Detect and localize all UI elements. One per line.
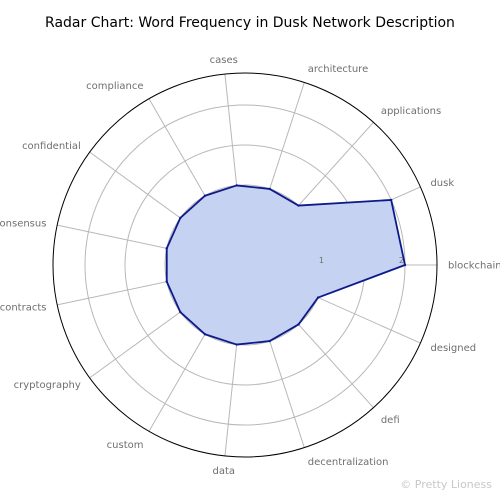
axis-label-cases: cases xyxy=(210,55,238,66)
axis-label-data: data xyxy=(213,466,236,477)
axis-label-contracts: contracts xyxy=(0,303,46,314)
point-contracts xyxy=(165,280,168,283)
axis-label-confidential: confidential xyxy=(22,141,81,152)
point-architecture xyxy=(268,187,271,191)
axis-label-dusk: dusk xyxy=(430,178,454,189)
point-decentralization xyxy=(268,339,271,343)
point-cryptography xyxy=(179,310,182,314)
point-confidential xyxy=(179,216,182,220)
axis-label-decentralization: decentralization xyxy=(308,457,389,468)
point-designed xyxy=(316,296,320,299)
watermark: © Pretty Lioness xyxy=(400,478,492,491)
axis-label-compliance: compliance xyxy=(86,81,143,92)
axis-label-custom: custom xyxy=(107,440,144,451)
point-cases xyxy=(235,184,238,187)
point-blockchain xyxy=(403,263,407,267)
axis-label-defi: defi xyxy=(381,415,400,426)
point-dusk xyxy=(389,198,393,202)
radar-axis-labels: blockchain dusk applications architecture ca… xyxy=(0,55,500,477)
chart-title: Radar Chart: Word Frequency in Dusk Netw… xyxy=(45,15,455,31)
r-tick-2: 2 xyxy=(399,256,404,265)
point-applications xyxy=(297,204,300,207)
axis-label-consensus: consensus xyxy=(0,218,46,229)
radar-series xyxy=(165,184,407,346)
axis-label-architecture: architecture xyxy=(308,64,369,75)
r-tick-1: 1 xyxy=(319,256,324,265)
point-data xyxy=(235,343,238,346)
axis-label-applications: applications xyxy=(381,106,441,117)
axis-label-blockchain: blockchain xyxy=(448,261,500,272)
point-consensus xyxy=(165,247,168,250)
point-compliance xyxy=(203,194,207,197)
series-area xyxy=(165,184,406,346)
axis-label-designed: designed xyxy=(430,343,476,354)
outer-frame xyxy=(52,72,438,458)
point-custom xyxy=(203,333,207,336)
axis-label-cryptography: cryptography xyxy=(14,380,81,391)
point-defi xyxy=(297,323,300,326)
